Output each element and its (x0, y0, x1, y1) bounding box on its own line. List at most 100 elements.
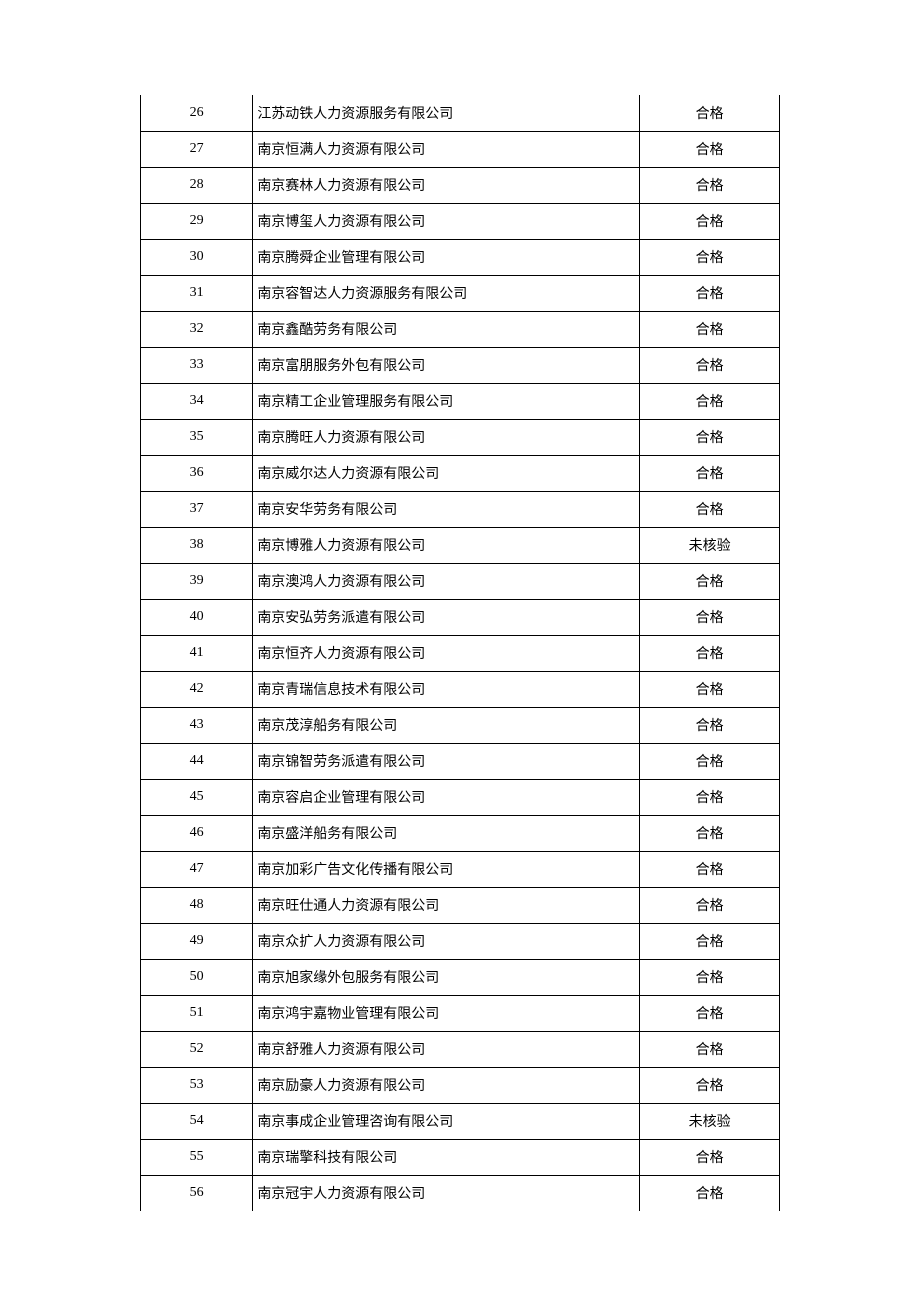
cell-company: 南京腾舜企业管理有限公司 (253, 239, 640, 275)
table-row: 27南京恒满人力资源有限公司合格 (141, 131, 780, 167)
cell-index: 48 (141, 887, 253, 923)
cell-index: 32 (141, 311, 253, 347)
table-row: 37南京安华劳务有限公司合格 (141, 491, 780, 527)
cell-index: 55 (141, 1139, 253, 1175)
cell-company: 南京冠宇人力资源有限公司 (253, 1175, 640, 1211)
cell-index: 36 (141, 455, 253, 491)
cell-index: 41 (141, 635, 253, 671)
cell-company: 南京锦智劳务派遣有限公司 (253, 743, 640, 779)
cell-index: 27 (141, 131, 253, 167)
cell-company: 南京博雅人力资源有限公司 (253, 527, 640, 563)
cell-company: 南京鸿宇嘉物业管理有限公司 (253, 995, 640, 1031)
cell-company: 南京鑫酷劳务有限公司 (253, 311, 640, 347)
table-row: 26江苏动铁人力资源服务有限公司合格 (141, 95, 780, 131)
cell-status: 合格 (640, 131, 780, 167)
cell-index: 44 (141, 743, 253, 779)
cell-company: 南京安华劳务有限公司 (253, 491, 640, 527)
cell-index: 26 (141, 95, 253, 131)
table-body: 26江苏动铁人力资源服务有限公司合格27南京恒满人力资源有限公司合格28南京赛林… (141, 95, 780, 1211)
cell-index: 56 (141, 1175, 253, 1211)
cell-status: 合格 (640, 95, 780, 131)
table-row: 44南京锦智劳务派遣有限公司合格 (141, 743, 780, 779)
cell-company: 南京容智达人力资源服务有限公司 (253, 275, 640, 311)
cell-index: 47 (141, 851, 253, 887)
cell-index: 53 (141, 1067, 253, 1103)
cell-status: 合格 (640, 743, 780, 779)
cell-index: 43 (141, 707, 253, 743)
cell-company: 南京恒齐人力资源有限公司 (253, 635, 640, 671)
cell-company: 南京容启企业管理有限公司 (253, 779, 640, 815)
cell-index: 50 (141, 959, 253, 995)
table-row: 39南京澳鸿人力资源有限公司合格 (141, 563, 780, 599)
cell-status: 合格 (640, 383, 780, 419)
cell-index: 40 (141, 599, 253, 635)
table-row: 43南京茂淳船务有限公司合格 (141, 707, 780, 743)
table-row: 53南京励豪人力资源有限公司合格 (141, 1067, 780, 1103)
table-row: 48南京旺仕通人力资源有限公司合格 (141, 887, 780, 923)
table-row: 33南京富朋服务外包有限公司合格 (141, 347, 780, 383)
cell-status: 合格 (640, 815, 780, 851)
table-row: 32南京鑫酷劳务有限公司合格 (141, 311, 780, 347)
cell-company: 江苏动铁人力资源服务有限公司 (253, 95, 640, 131)
cell-company: 南京励豪人力资源有限公司 (253, 1067, 640, 1103)
cell-company: 南京茂淳船务有限公司 (253, 707, 640, 743)
cell-company: 南京安弘劳务派遣有限公司 (253, 599, 640, 635)
cell-company: 南京盛洋船务有限公司 (253, 815, 640, 851)
cell-index: 29 (141, 203, 253, 239)
cell-status: 合格 (640, 455, 780, 491)
table-row: 54南京事成企业管理咨询有限公司未核验 (141, 1103, 780, 1139)
cell-status: 合格 (640, 275, 780, 311)
cell-status: 未核验 (640, 527, 780, 563)
cell-index: 31 (141, 275, 253, 311)
cell-company: 南京众扩人力资源有限公司 (253, 923, 640, 959)
table-row: 41南京恒齐人力资源有限公司合格 (141, 635, 780, 671)
table-row: 28南京赛林人力资源有限公司合格 (141, 167, 780, 203)
cell-status: 合格 (640, 635, 780, 671)
cell-status: 合格 (640, 491, 780, 527)
cell-company: 南京精工企业管理服务有限公司 (253, 383, 640, 419)
table-row: 51南京鸿宇嘉物业管理有限公司合格 (141, 995, 780, 1031)
table-row: 56南京冠宇人力资源有限公司合格 (141, 1175, 780, 1211)
cell-status: 合格 (640, 167, 780, 203)
cell-index: 39 (141, 563, 253, 599)
table-row: 38南京博雅人力资源有限公司未核验 (141, 527, 780, 563)
cell-index: 34 (141, 383, 253, 419)
cell-status: 合格 (640, 1175, 780, 1211)
table-row: 46南京盛洋船务有限公司合格 (141, 815, 780, 851)
cell-company: 南京旭家缘外包服务有限公司 (253, 959, 640, 995)
cell-index: 52 (141, 1031, 253, 1067)
cell-status: 合格 (640, 419, 780, 455)
cell-index: 38 (141, 527, 253, 563)
cell-index: 30 (141, 239, 253, 275)
cell-index: 37 (141, 491, 253, 527)
cell-status: 合格 (640, 707, 780, 743)
table-row: 31南京容智达人力资源服务有限公司合格 (141, 275, 780, 311)
cell-index: 49 (141, 923, 253, 959)
data-table-container: 26江苏动铁人力资源服务有限公司合格27南京恒满人力资源有限公司合格28南京赛林… (140, 95, 780, 1211)
cell-company: 南京澳鸿人力资源有限公司 (253, 563, 640, 599)
cell-company: 南京瑞擎科技有限公司 (253, 1139, 640, 1175)
cell-company: 南京加彩广告文化传播有限公司 (253, 851, 640, 887)
cell-index: 51 (141, 995, 253, 1031)
cell-company: 南京恒满人力资源有限公司 (253, 131, 640, 167)
cell-index: 45 (141, 779, 253, 815)
table-row: 35南京腾旺人力资源有限公司合格 (141, 419, 780, 455)
cell-status: 合格 (640, 671, 780, 707)
table-row: 30南京腾舜企业管理有限公司合格 (141, 239, 780, 275)
table-row: 45南京容启企业管理有限公司合格 (141, 779, 780, 815)
table-row: 36南京威尔达人力资源有限公司合格 (141, 455, 780, 491)
table-row: 40南京安弘劳务派遣有限公司合格 (141, 599, 780, 635)
table-row: 49南京众扩人力资源有限公司合格 (141, 923, 780, 959)
table-row: 47南京加彩广告文化传播有限公司合格 (141, 851, 780, 887)
cell-company: 南京赛林人力资源有限公司 (253, 167, 640, 203)
cell-index: 28 (141, 167, 253, 203)
cell-index: 46 (141, 815, 253, 851)
cell-company: 南京威尔达人力资源有限公司 (253, 455, 640, 491)
cell-status: 合格 (640, 311, 780, 347)
cell-status: 合格 (640, 599, 780, 635)
cell-status: 合格 (640, 347, 780, 383)
cell-status: 合格 (640, 887, 780, 923)
data-table: 26江苏动铁人力资源服务有限公司合格27南京恒满人力资源有限公司合格28南京赛林… (140, 95, 780, 1211)
cell-status: 合格 (640, 1139, 780, 1175)
cell-index: 33 (141, 347, 253, 383)
